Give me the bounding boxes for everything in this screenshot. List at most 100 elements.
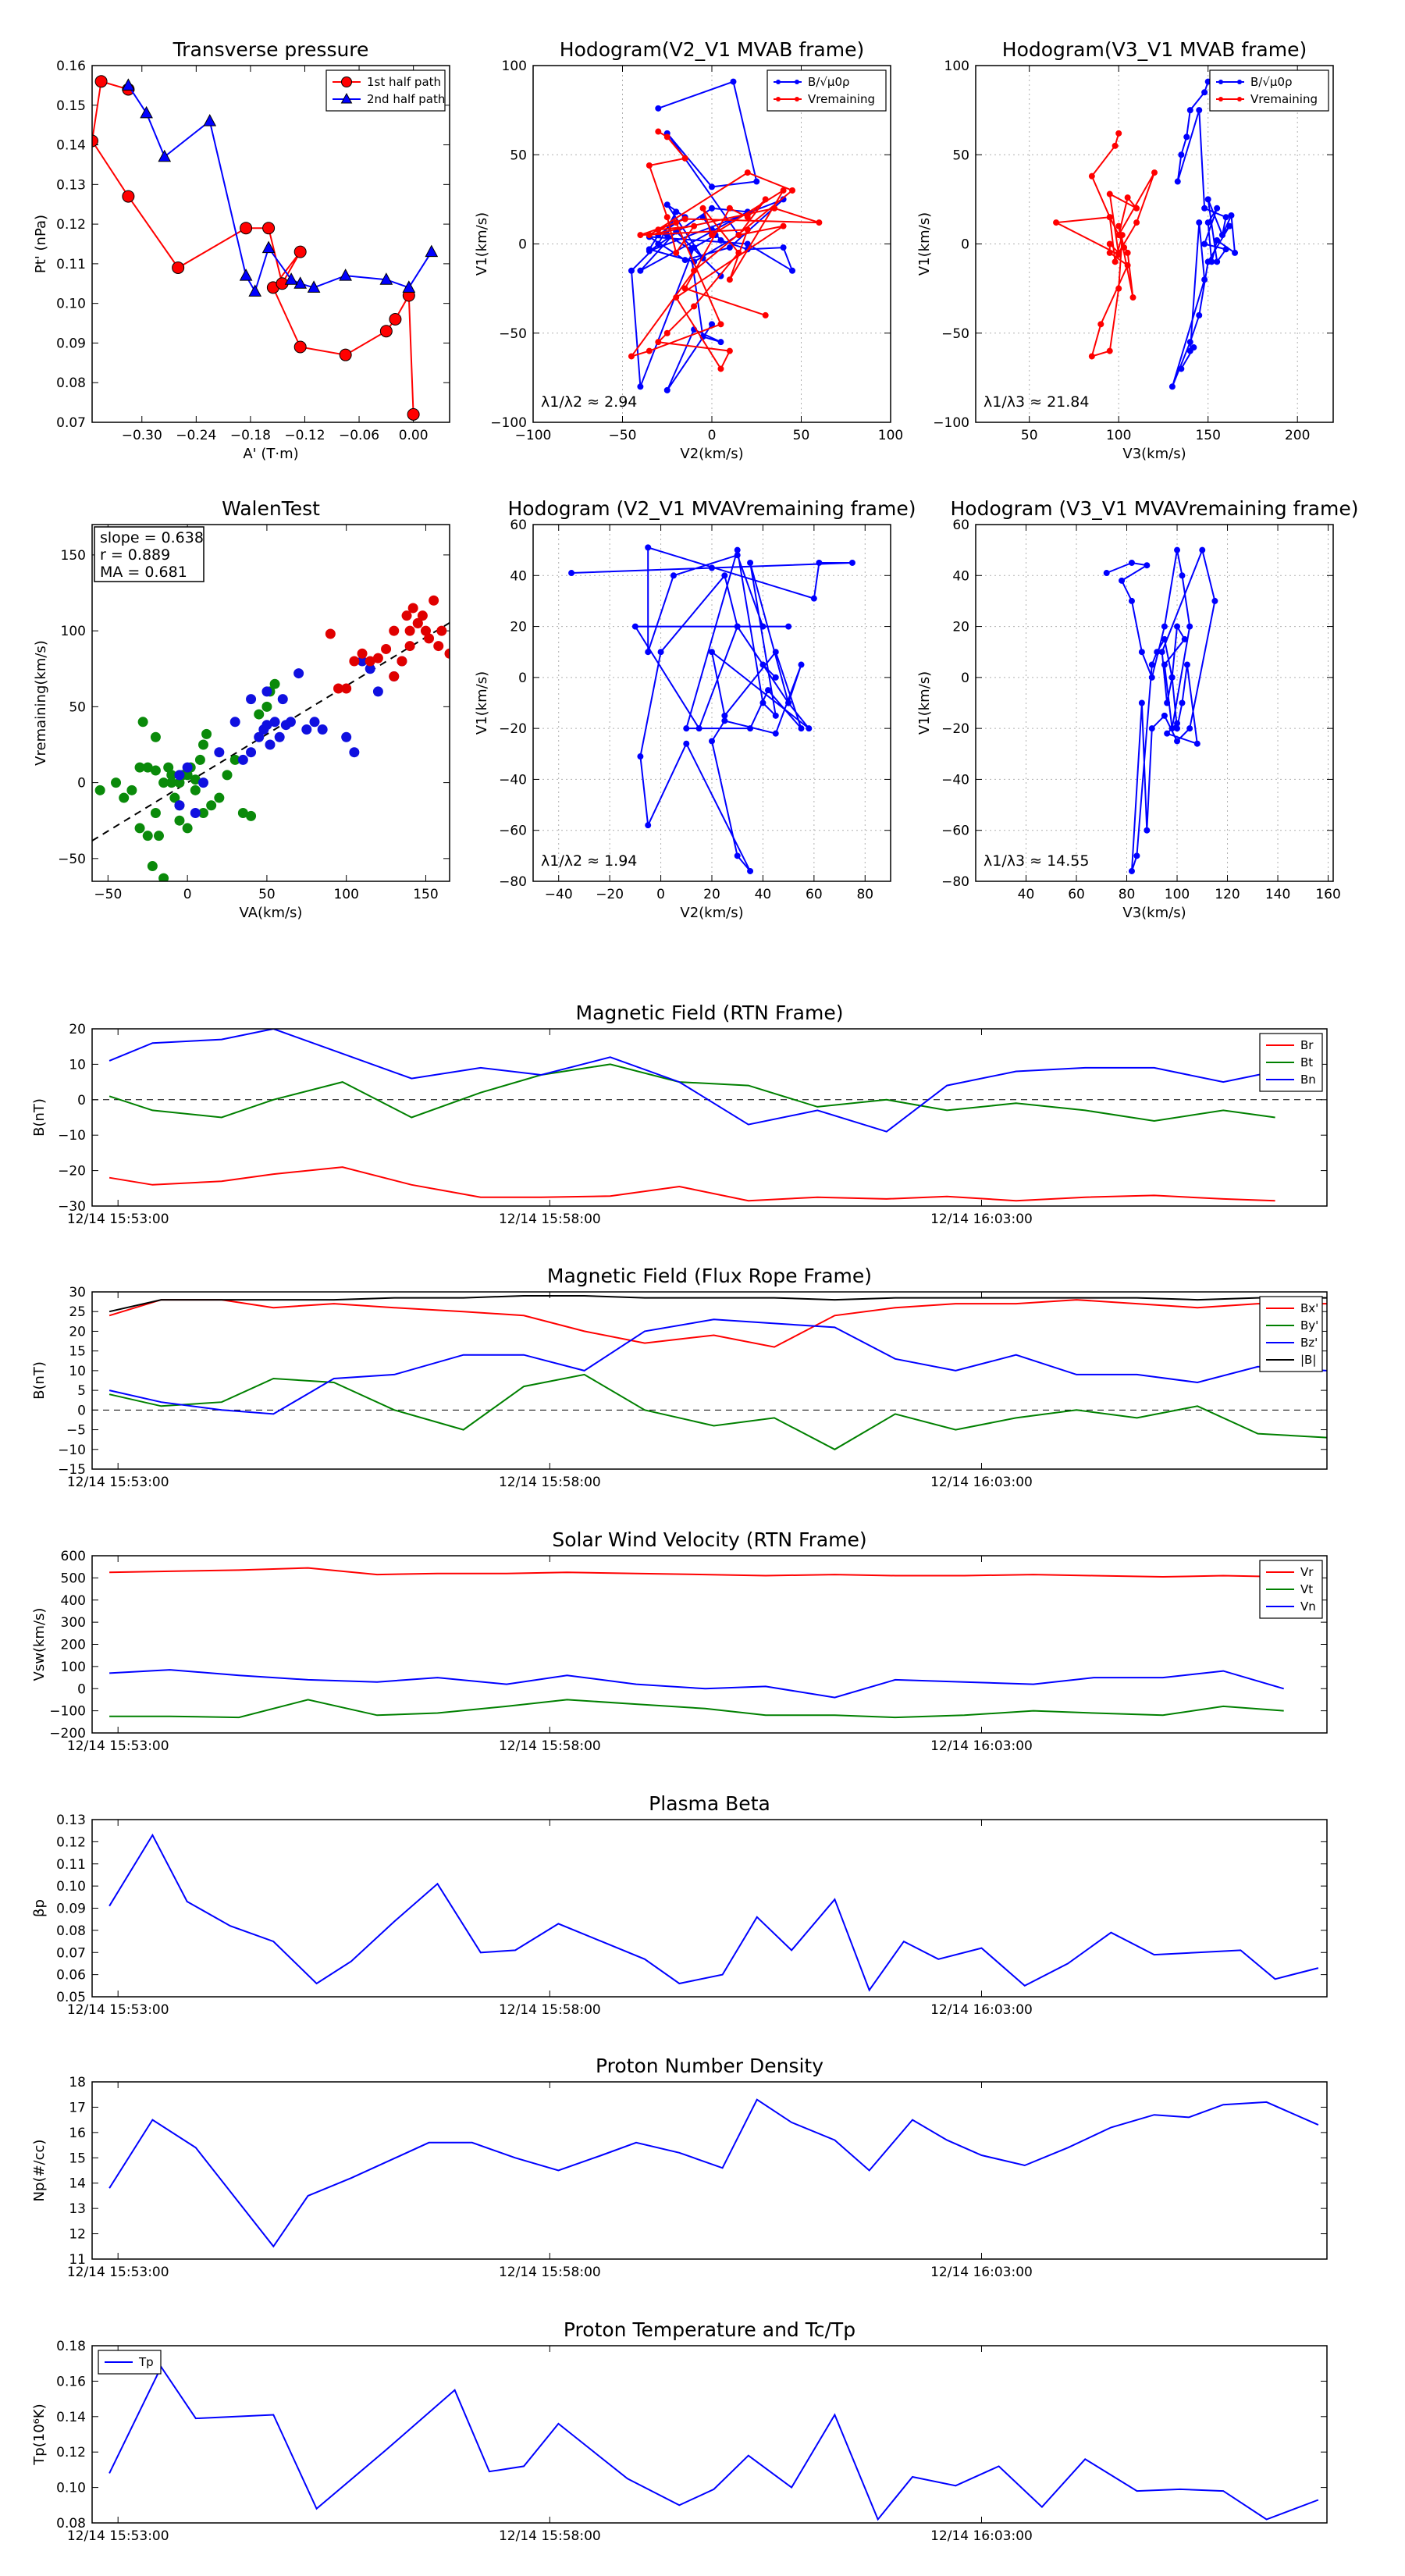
chart-mag_rtn: Magnetic Field (RTN Frame) 12/14 15:53:00… (31, 1002, 1328, 1227)
data-marker (1181, 635, 1188, 642)
legend-label: Bz' (1300, 1336, 1318, 1350)
y-tick-label: 0.12 (56, 217, 86, 233)
data-marker (1183, 661, 1190, 668)
scatter-point (401, 610, 412, 621)
y-tick-label: 0.16 (56, 2374, 86, 2389)
data-marker (379, 325, 393, 338)
x-tick-label: −20 (596, 887, 624, 902)
x-tick-label: −0.30 (122, 428, 162, 443)
data-marker (1115, 249, 1122, 256)
eigen-ratio: λ1/λ2 ≈ 1.94 (541, 852, 637, 870)
scatter-point (201, 728, 212, 739)
data-marker (261, 240, 276, 254)
data-marker (1196, 219, 1203, 226)
plot-area (568, 544, 855, 874)
data-marker (1186, 339, 1193, 346)
data-marker (1138, 699, 1145, 706)
chart-title: Hodogram (V3_V1 MVAVremaining frame) (951, 497, 1359, 520)
data-marker (1133, 205, 1140, 212)
data-marker (158, 149, 172, 162)
y-tick-label: 40 (510, 568, 527, 584)
x-axis-label: V2(km/s) (680, 905, 743, 921)
fit-line (92, 622, 450, 841)
x-axis-label: V3(km/s) (1122, 446, 1186, 462)
data-marker (1088, 353, 1095, 360)
y-tick-label: 12 (69, 2227, 86, 2243)
chart-transverse_pressure: Transverse pressure −0.30 −0.24 −0.18 −0.12−… (33, 38, 450, 462)
scatter-point (206, 800, 217, 811)
y-tick-label: 17 (69, 2100, 86, 2115)
legend-label: Vn (1300, 1599, 1316, 1614)
x-tick-label: 80 (856, 887, 873, 902)
y-tick-label: 13 (69, 2201, 86, 2217)
data-marker (785, 623, 792, 630)
scatter-point (182, 762, 193, 773)
data-marker (691, 222, 698, 229)
legend-label: Tp (138, 2355, 154, 2369)
y-tick-label: 0.08 (56, 2516, 86, 2532)
legend-marker (776, 97, 781, 101)
data-marker (1112, 142, 1119, 149)
scatter-point (372, 653, 383, 664)
scatter-point (150, 807, 161, 818)
data-marker (1128, 597, 1135, 604)
data-marker (1119, 577, 1126, 584)
series-line-Br (108, 1166, 1275, 1202)
data-marker (1178, 151, 1185, 158)
data-marker (1214, 258, 1221, 265)
data-marker (699, 205, 706, 212)
y-axis-label: Np(#/cc) (31, 2140, 48, 2202)
data-marker (172, 261, 185, 274)
scatter-point (190, 785, 201, 795)
plot-area (1053, 78, 1239, 390)
y-tick-label: 100 (61, 1660, 86, 1675)
y-tick-label: 0.10 (56, 297, 86, 312)
data-marker (1148, 661, 1155, 668)
x-tick-label: 0 (656, 887, 665, 902)
data-marker (683, 740, 690, 747)
data-marker (1158, 649, 1165, 656)
legend-label: By' (1300, 1318, 1318, 1332)
series-line-Bt (108, 1063, 1275, 1123)
x-axis-label: A' (T·m) (243, 446, 298, 462)
legend-label: B/√μ0ρ (808, 75, 850, 89)
y-axis-label: Vremaining(km/s) (33, 640, 49, 766)
chart-title: Hodogram(V2_V1 MVAB frame) (560, 38, 864, 61)
data-marker (681, 257, 688, 264)
data-marker (293, 340, 307, 354)
chart-hodo_v2v1_mvab: Hodogram(V2_V1 MVAB frame) −100 −50 0 50 100 −… (474, 38, 903, 462)
x-tick-label: −40 (545, 887, 573, 902)
data-marker (726, 347, 733, 354)
scatter-point (407, 603, 418, 614)
y-tick-label: 0.07 (56, 415, 86, 431)
data-marker (1103, 570, 1110, 577)
series-line-Bz' (108, 1318, 1327, 1415)
data-marker (673, 208, 680, 215)
data-marker (691, 303, 698, 310)
chart-title: Magnetic Field (RTN Frame) (576, 1002, 844, 1024)
x-tick-label: 12/14 15:53:00 (67, 2265, 169, 2280)
data-marker (646, 162, 653, 169)
chart-hodo_v3v1_mvab: Hodogram(V3_V1 MVAB frame) 50 100 150 200 −10… (916, 38, 1334, 462)
y-tick-label: 0 (77, 1093, 86, 1108)
x-tick-label: 150 (413, 887, 438, 902)
scatter-point (246, 694, 257, 705)
chart-title: Solar Wind Velocity (RTN Frame) (552, 1528, 866, 1551)
data-marker (681, 285, 688, 292)
y-tick-label: 0.08 (56, 375, 86, 391)
y-tick-label: 0.12 (56, 1834, 86, 1850)
scatter-point (444, 648, 450, 659)
y-tick-label: −50 (58, 852, 86, 867)
data-marker (1204, 196, 1211, 203)
data-marker (673, 219, 680, 226)
y-tick-label: 0.09 (56, 1902, 86, 1917)
y-tick-label: −5 (66, 1423, 86, 1439)
y-tick-label: 0.16 (56, 59, 86, 74)
x-tick-label: 60 (1068, 887, 1085, 902)
data-marker (637, 232, 644, 239)
data-marker (1128, 867, 1135, 874)
y-tick-label: 16 (69, 2126, 86, 2141)
y-tick-label: 0.13 (56, 1813, 86, 1828)
x-tick-label: −0.06 (339, 428, 379, 443)
